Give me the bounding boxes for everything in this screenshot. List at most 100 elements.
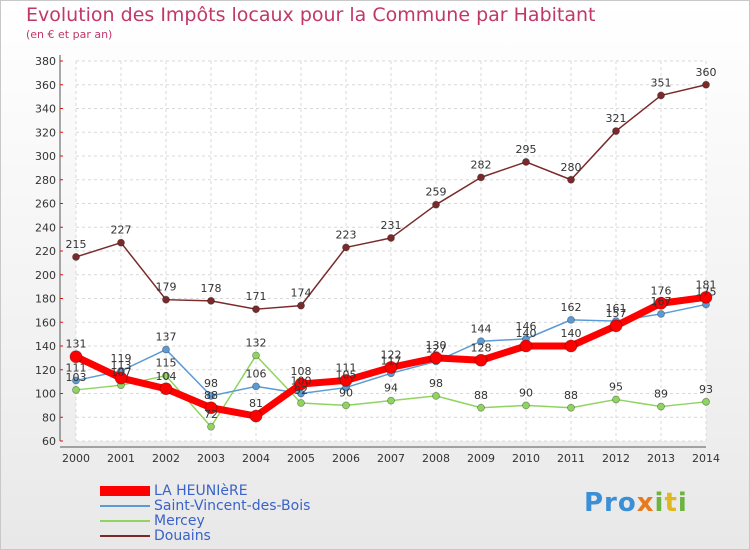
- data-label: 88: [474, 389, 488, 402]
- data-point: [567, 403, 575, 412]
- legend-swatch: [100, 520, 150, 522]
- data-point: [477, 403, 485, 412]
- data-point: [387, 396, 395, 405]
- data-label: 174: [291, 287, 312, 300]
- data-label: 144: [471, 322, 492, 335]
- data-label: 103: [66, 371, 87, 384]
- data-label: 117: [381, 354, 402, 367]
- x-tick-label: 2003: [197, 452, 225, 465]
- data-label: 119: [111, 352, 132, 365]
- data-point: [657, 310, 665, 318]
- data-label: 98: [429, 377, 443, 390]
- data-point: [387, 234, 395, 242]
- y-tick-label: 200: [35, 269, 56, 282]
- data-label: 113: [111, 359, 132, 372]
- data-label: 111: [336, 361, 357, 374]
- data-point: [612, 395, 620, 404]
- y-tick-label: 220: [35, 245, 56, 258]
- data-point: [564, 339, 578, 353]
- data-point: [207, 391, 215, 400]
- legend-label: Saint-Vincent-des-Bois: [154, 498, 311, 514]
- data-label: 107: [111, 366, 132, 379]
- data-label: 90: [339, 386, 353, 399]
- data-label: 81: [249, 397, 263, 410]
- data-point: [207, 296, 215, 305]
- data-label: 128: [471, 341, 492, 354]
- data-label: 105: [336, 369, 357, 382]
- data-label: 88: [564, 389, 578, 402]
- data-label: 130: [426, 339, 447, 352]
- data-point: [567, 175, 575, 184]
- x-tick-label: 2007: [377, 452, 405, 465]
- series-lines: [69, 80, 713, 431]
- data-label: 215: [66, 238, 87, 251]
- data-point: [72, 253, 80, 261]
- x-tick-label: 2001: [107, 452, 135, 465]
- data-label: 137: [156, 331, 177, 344]
- data-point: [72, 386, 80, 394]
- data-point: [114, 371, 128, 385]
- data-label: 179: [156, 281, 177, 294]
- data-label: 161: [606, 302, 627, 315]
- chart-subtitle: (en € et par an): [26, 28, 113, 41]
- y-tick-label: 140: [35, 340, 56, 353]
- y-tick-label: 360: [35, 79, 56, 92]
- data-point: [69, 350, 83, 364]
- data-point: [339, 374, 353, 387]
- y-tick-label: 180: [35, 293, 56, 306]
- y-tick-label: 80: [42, 411, 56, 424]
- data-label: 171: [246, 290, 267, 303]
- data-point: [612, 127, 620, 135]
- x-tick-label: 2013: [647, 452, 675, 465]
- x-tick-label: 2010: [512, 452, 540, 465]
- x-tick-label: 2009: [467, 452, 495, 465]
- data-label: 140: [516, 327, 537, 340]
- data-point: [519, 339, 533, 353]
- y-tick-label: 120: [35, 364, 56, 377]
- data-point: [297, 399, 305, 407]
- data-label: 132: [246, 337, 267, 350]
- data-point: [117, 238, 125, 247]
- data-label: 72: [204, 408, 218, 421]
- legend-label: Douains: [154, 528, 211, 544]
- data-label: 94: [384, 382, 398, 395]
- data-label: 115: [156, 357, 177, 370]
- y-tick-label: 340: [35, 103, 56, 116]
- data-label: 106: [246, 367, 267, 380]
- data-point: [252, 305, 260, 314]
- data-label: 140: [561, 327, 582, 340]
- data-label: 295: [516, 143, 537, 156]
- data-point: [477, 337, 485, 346]
- y-tick-label: 280: [35, 174, 56, 187]
- data-point: [522, 401, 530, 410]
- y-tick-label: 100: [35, 388, 56, 401]
- data-point: [342, 401, 350, 410]
- proxiti-logo: Proxiti: [584, 488, 688, 518]
- axes: 60 80 100 120 140 160 180 200 220 240 260 280 300 320…: [35, 55, 720, 465]
- data-point: [474, 353, 488, 367]
- data-label: 231: [381, 219, 402, 232]
- data-label: 127: [426, 342, 447, 355]
- data-point: [699, 290, 713, 304]
- x-tick-label: 2014: [692, 452, 720, 465]
- data-point: [204, 401, 218, 415]
- data-point: [432, 200, 440, 209]
- data-point: [567, 315, 575, 324]
- data-point: [159, 382, 173, 396]
- legend-label: Mercey: [154, 513, 205, 529]
- x-tick-label: 2002: [152, 452, 180, 465]
- data-labels: 215 227 179 178 171 174 223 231 259 282 295 280 321 3…: [66, 66, 717, 421]
- data-point: [702, 80, 710, 89]
- data-label: 227: [111, 224, 132, 237]
- data-point: [657, 91, 665, 100]
- y-tick-label: 240: [35, 221, 56, 234]
- data-label: 321: [606, 112, 627, 125]
- data-point: [384, 360, 398, 374]
- y-tick-label: 380: [35, 55, 56, 68]
- legend-label: LA HEUNIèRE: [154, 483, 248, 499]
- y-tick-label: 300: [35, 150, 56, 163]
- data-point: [72, 376, 80, 385]
- data-point: [297, 301, 305, 310]
- data-point: [429, 351, 443, 365]
- data-label: 162: [561, 301, 582, 314]
